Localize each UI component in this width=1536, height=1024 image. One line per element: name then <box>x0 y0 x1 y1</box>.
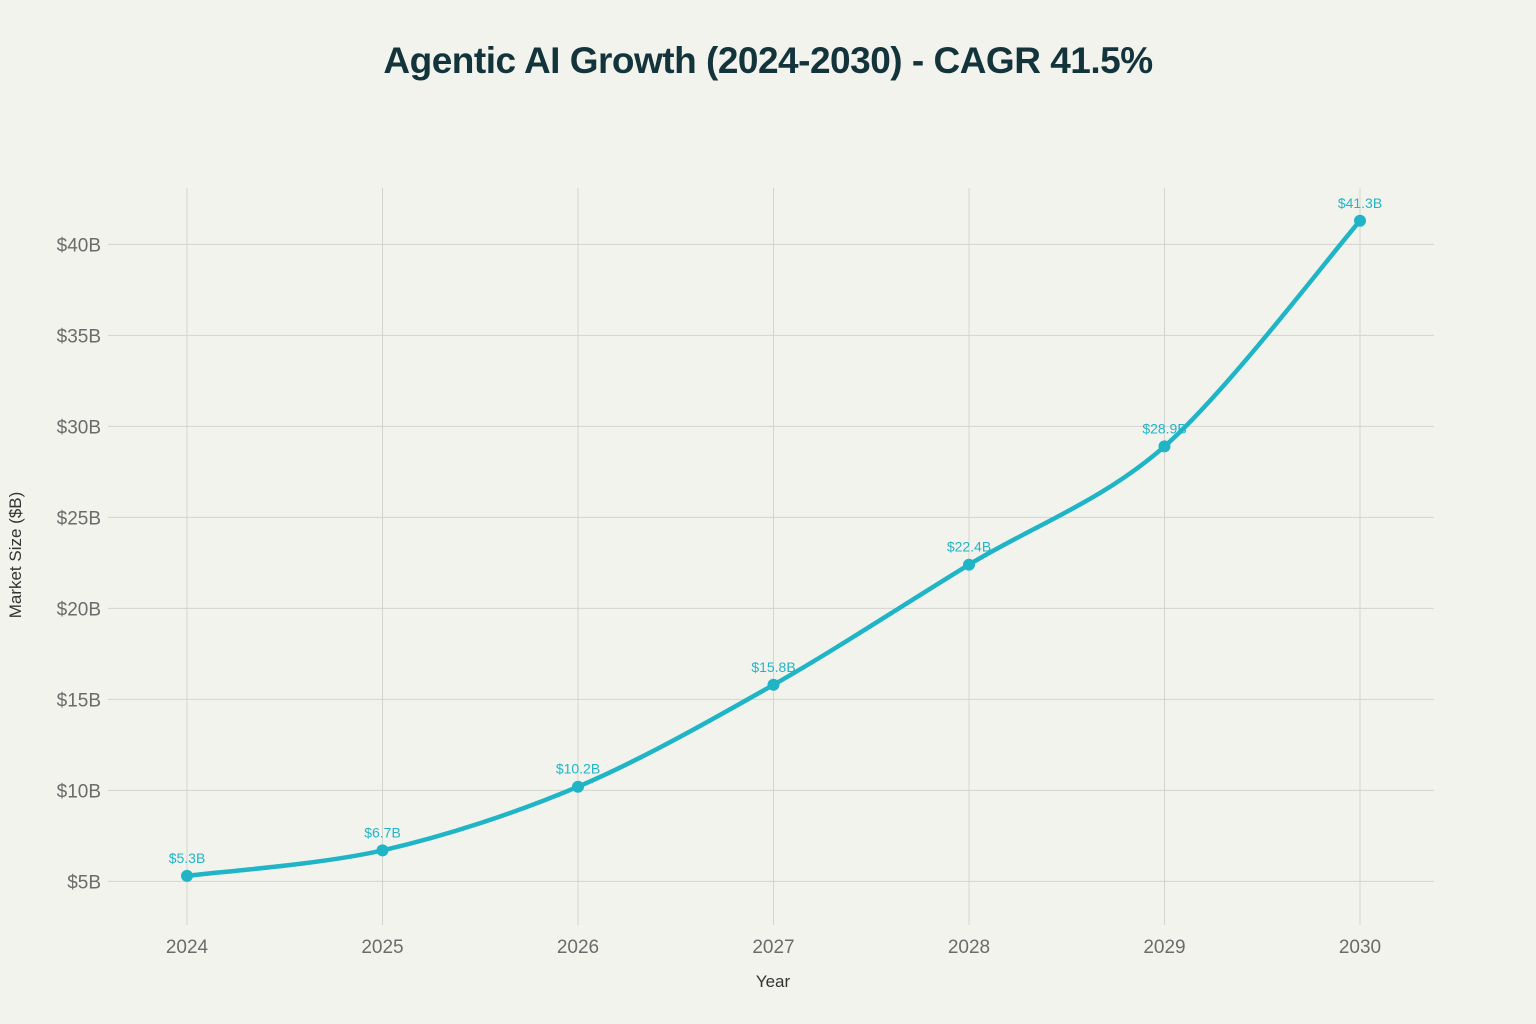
x-tick-label: 2030 <box>1339 937 1381 958</box>
data-label: $6.7B <box>364 824 401 840</box>
y-tick-label: $15B <box>57 690 101 711</box>
data-labels: $5.3B $6.7B $10.2B $15.8B $22.4B $28.9B $41.3B <box>169 195 1382 866</box>
x-tick-labels: 2024 2025 2026 2027 2028 2029 2030 <box>166 937 1381 958</box>
data-label: $28.9B <box>1142 420 1186 436</box>
data-label: $41.3B <box>1338 195 1382 211</box>
x-tick-label: 2029 <box>1143 937 1185 958</box>
y-tick-label: $10B <box>57 781 101 802</box>
data-label: $10.2B <box>556 761 600 777</box>
x-axis-title: Year <box>756 972 791 991</box>
data-point <box>963 558 975 571</box>
y-tick-labels: $5B $10B $15B $20B $25B $30B $35B $40B <box>57 235 101 893</box>
y-tick-label: $20B <box>57 599 101 620</box>
data-label: $5.3B <box>169 850 206 866</box>
y-tick-label: $5B <box>67 872 101 893</box>
data-point <box>1158 440 1171 453</box>
x-gridlines <box>186 188 1361 925</box>
y-gridlines <box>108 243 1434 882</box>
data-point <box>1354 214 1366 227</box>
y-axis-title: Market Size ($B) <box>6 492 25 619</box>
data-point <box>376 844 389 857</box>
y-tick-label: $30B <box>57 417 101 438</box>
y-tick-label: $40B <box>57 235 101 256</box>
x-tick-label: 2027 <box>752 937 794 958</box>
chart-title: Agentic AI Growth (2024-2030) - CAGR 41.… <box>383 40 1153 81</box>
x-tick-label: 2026 <box>557 937 599 958</box>
x-tick-label: 2028 <box>948 937 990 958</box>
data-points <box>181 214 1366 882</box>
y-tick-label: $35B <box>57 326 101 347</box>
y-tick-label: $25B <box>57 508 101 529</box>
x-tick-label: 2024 <box>166 937 209 958</box>
data-point <box>181 869 193 882</box>
data-point <box>572 780 584 793</box>
data-label: $22.4B <box>947 539 991 555</box>
data-point <box>767 678 780 691</box>
x-tick-label: 2025 <box>361 937 403 958</box>
data-label: $15.8B <box>751 659 795 675</box>
